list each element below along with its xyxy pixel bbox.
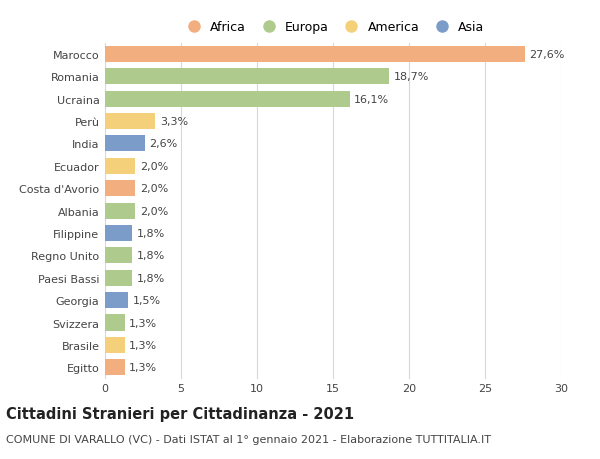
Text: 16,1%: 16,1% bbox=[354, 95, 389, 105]
Bar bbox=[105, 91, 350, 107]
Bar bbox=[105, 337, 125, 353]
Text: Cittadini Stranieri per Cittadinanza - 2021: Cittadini Stranieri per Cittadinanza - 2… bbox=[6, 406, 354, 421]
Bar bbox=[105, 270, 133, 286]
Text: 1,8%: 1,8% bbox=[137, 273, 165, 283]
Text: 1,3%: 1,3% bbox=[130, 340, 157, 350]
Bar bbox=[105, 248, 133, 264]
Bar bbox=[105, 315, 125, 331]
Text: 3,3%: 3,3% bbox=[160, 117, 188, 127]
Bar bbox=[105, 225, 133, 241]
Text: 2,0%: 2,0% bbox=[140, 184, 168, 194]
Legend: Africa, Europa, America, Asia: Africa, Europa, America, Asia bbox=[182, 21, 484, 34]
Text: 2,6%: 2,6% bbox=[149, 139, 178, 149]
Text: 2,0%: 2,0% bbox=[140, 162, 168, 172]
Text: 1,5%: 1,5% bbox=[133, 296, 160, 306]
Text: 1,3%: 1,3% bbox=[130, 363, 157, 373]
Bar bbox=[105, 69, 389, 85]
Bar bbox=[105, 359, 125, 375]
Text: COMUNE DI VARALLO (VC) - Dati ISTAT al 1° gennaio 2021 - Elaborazione TUTTITALIA: COMUNE DI VARALLO (VC) - Dati ISTAT al 1… bbox=[6, 434, 491, 444]
Bar bbox=[105, 292, 128, 308]
Bar bbox=[105, 181, 136, 197]
Text: 2,0%: 2,0% bbox=[140, 206, 168, 216]
Text: 18,7%: 18,7% bbox=[394, 72, 429, 82]
Text: 27,6%: 27,6% bbox=[529, 50, 565, 60]
Bar bbox=[105, 158, 136, 174]
Bar bbox=[105, 114, 155, 130]
Bar bbox=[105, 203, 136, 219]
Text: 1,8%: 1,8% bbox=[137, 229, 165, 239]
Bar bbox=[105, 136, 145, 152]
Text: 1,8%: 1,8% bbox=[137, 251, 165, 261]
Bar bbox=[105, 47, 524, 63]
Text: 1,3%: 1,3% bbox=[130, 318, 157, 328]
